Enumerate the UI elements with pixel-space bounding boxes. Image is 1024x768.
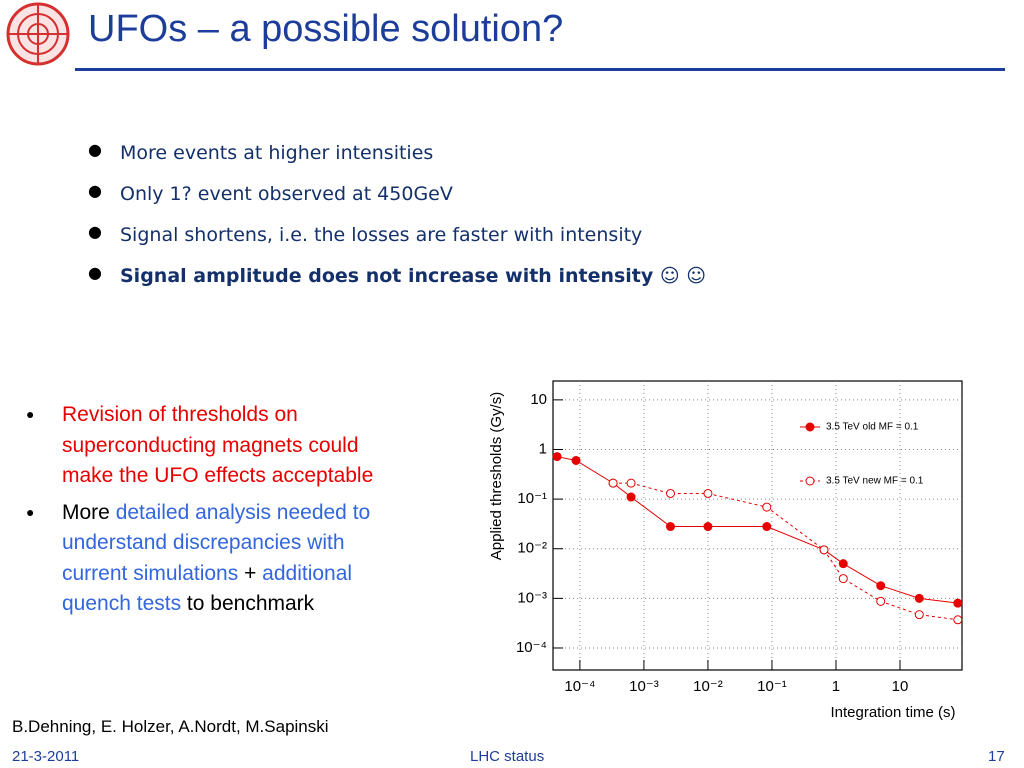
y-tick-label: 10⁻⁴ (516, 639, 547, 656)
point (703, 488, 713, 498)
y-tick-label: 10⁻² (517, 540, 547, 557)
title-rule (75, 68, 1005, 71)
x-axis-label: Integration time (s) (830, 704, 955, 721)
x-tick-label: 10⁻¹ (757, 678, 787, 695)
text-run: to benchmark (181, 592, 315, 615)
y-axis-label: Applied thresholds (Gy/s) (488, 392, 505, 560)
point (762, 522, 772, 532)
text-run: detailed analysis needed to understand d… (62, 500, 371, 585)
point (876, 596, 886, 606)
x-tick-label: 10 (892, 678, 909, 695)
series-line (556, 456, 958, 604)
bullet: Revision of thresholds on superconductin… (22, 399, 394, 492)
point (819, 545, 829, 555)
point (552, 452, 562, 462)
bullet: Only 1? event observed at 450GeV (88, 181, 706, 224)
top-bullets: More events at higher intensitiesOnly 1?… (88, 140, 706, 306)
point (665, 488, 675, 498)
point (571, 455, 581, 465)
text-run: additional quench tests (62, 561, 353, 616)
point (608, 478, 618, 488)
point (626, 492, 636, 502)
point (914, 593, 924, 603)
footer-center: LHC status (470, 748, 545, 765)
legend-label: 3.5 TeV new MF = 0.1 (826, 476, 924, 487)
x-tick-label: 10⁻⁴ (564, 678, 595, 695)
y-tick-label: 10 (530, 391, 547, 408)
text-run: + (238, 561, 263, 585)
left-bullets: Revision of thresholds on superconductin… (22, 399, 394, 626)
text-run: Revision of thresholds on superconductin… (62, 403, 374, 487)
point (665, 522, 675, 532)
bullet: Signal amplitude does not increase with … (88, 263, 706, 306)
legend-marker (805, 422, 815, 432)
bullet: Signal shortens, i.e. the losses are fas… (88, 222, 706, 265)
series-line (613, 482, 958, 621)
point (838, 559, 848, 569)
authors: B.Dehning, E. Holzer, A.Nordt, M.Sapinsk… (12, 717, 329, 736)
logo (6, 2, 70, 66)
title: UFOs – a possible solution? (88, 8, 564, 50)
date: 21-3-2011 (12, 748, 80, 765)
y-tick-label: 10⁻¹ (517, 490, 547, 507)
page-number: 17 (988, 748, 1005, 765)
point (953, 615, 963, 625)
legend-label: 3.5 TeV old MF = 0.1 (826, 422, 919, 433)
point (626, 478, 636, 488)
plot-frame (552, 380, 963, 671)
bullet: More events at higher intensities (88, 140, 706, 183)
x-tick-label: 10⁻² (693, 678, 723, 695)
bullet: More detailed analysis needed to underst… (22, 497, 394, 620)
point (876, 581, 886, 591)
point (703, 522, 713, 532)
point (762, 502, 772, 512)
point (953, 598, 963, 608)
y-tick-label: 1 (539, 440, 547, 457)
text-run: More (62, 500, 116, 524)
y-tick-label: 10⁻³ (517, 589, 547, 606)
x-tick-label: 1 (832, 678, 840, 695)
point (914, 610, 924, 620)
x-tick-label: 10⁻³ (629, 678, 659, 695)
point (838, 574, 848, 584)
legend-marker (805, 476, 815, 486)
